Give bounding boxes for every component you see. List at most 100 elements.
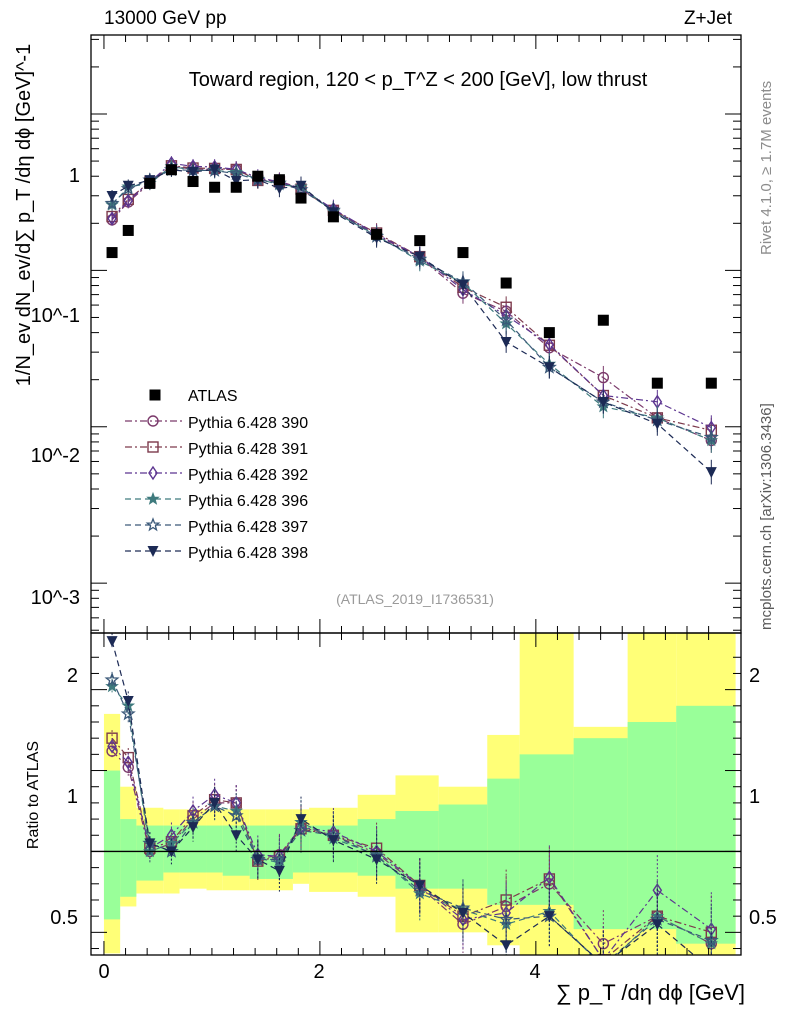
analysis-tag: (ATLAS_2019_I1736531) bbox=[336, 591, 494, 607]
axis-ticks bbox=[91, 35, 741, 955]
band-inner-18 bbox=[676, 705, 736, 944]
y-tick-label-1e-2: 10^-2 bbox=[31, 445, 80, 467]
main-point-398-16 bbox=[597, 397, 609, 409]
ratio-tick-label-0.5: 0.5 bbox=[50, 907, 78, 929]
main-point-398-12 bbox=[414, 251, 426, 263]
band-inner-14 bbox=[487, 778, 520, 905]
data-point-16 bbox=[597, 314, 609, 326]
legend-marker-397 bbox=[145, 517, 161, 532]
data-point-15 bbox=[543, 327, 555, 339]
ratio-point-398-6 bbox=[230, 830, 242, 842]
data-point-12 bbox=[414, 235, 426, 247]
main-point-398-14 bbox=[500, 336, 512, 348]
ratio-point-392-0 bbox=[107, 739, 117, 754]
header-collision-label: 13000 GeV pp bbox=[104, 8, 227, 29]
data-point-13 bbox=[457, 247, 469, 259]
ratio-tick-label-1: 1 bbox=[67, 786, 78, 808]
side-rivet-label: Rivet 4.1.0, ≥ 1.7M events bbox=[758, 80, 775, 255]
legend-marker-390 bbox=[147, 415, 159, 427]
data-point-0 bbox=[106, 247, 118, 259]
chart-title: Toward region, 120 < p_T^Z < 200 [GeV], … bbox=[189, 69, 648, 91]
y-tick-label-1: 1 bbox=[69, 165, 80, 187]
data-point-18 bbox=[705, 377, 717, 389]
main-point-390-16 bbox=[597, 371, 610, 384]
data-point-14 bbox=[500, 277, 512, 289]
ratio-point-397-16 bbox=[598, 959, 609, 970]
y-axis-label: 1/N_ev dN_ev/d∑ p_T /dη dϕ [GeV]^-1 bbox=[13, 44, 35, 386]
legend-marker-392 bbox=[148, 465, 158, 481]
ratio-point-398-7 bbox=[252, 854, 264, 866]
data-point-17 bbox=[651, 377, 663, 389]
ratio-point-396-16 bbox=[598, 962, 609, 973]
band-inner-0 bbox=[103, 770, 121, 920]
data-point-8 bbox=[273, 174, 285, 186]
data-point-5 bbox=[209, 181, 221, 193]
ratio-point-397-18 bbox=[703, 932, 719, 947]
main-point-398-1 bbox=[122, 180, 134, 192]
ratio-point-398-14 bbox=[500, 940, 512, 952]
main-point-398-5 bbox=[209, 164, 221, 176]
ratio-tick-label-2: 2 bbox=[67, 665, 78, 687]
band-inner-5 bbox=[206, 825, 223, 873]
ratio-point-398-4 bbox=[187, 822, 199, 834]
main-point-392-1 bbox=[123, 193, 134, 208]
main-point-398-4 bbox=[187, 167, 199, 179]
band-inner-1 bbox=[120, 819, 137, 897]
main-point-392-0 bbox=[107, 211, 117, 226]
ratio-point-397-14 bbox=[498, 911, 514, 926]
ratio-point-398-0 bbox=[106, 636, 118, 648]
ratio-point-398-15 bbox=[543, 911, 555, 923]
data-point-11 bbox=[371, 228, 383, 240]
data-point-7 bbox=[252, 170, 264, 182]
ratio-tick-label-2-right: 2 bbox=[749, 665, 760, 687]
main-point-398-18 bbox=[705, 467, 717, 479]
ratio-point-398-5 bbox=[209, 797, 221, 809]
ratio-point-398-1 bbox=[122, 695, 134, 707]
x-axis-label: ∑ p_T /dη dϕ [GeV] bbox=[556, 980, 745, 1005]
x-tick-label-0: 0 bbox=[98, 961, 109, 983]
panel-frames bbox=[90, 34, 742, 956]
legend-label-data: ATLAS bbox=[188, 388, 238, 405]
y-tick-label-1e-3: 10^-3 bbox=[31, 587, 80, 609]
y-tick-label-1e-1: 10^-1 bbox=[31, 305, 80, 327]
ratio-point-392-1 bbox=[123, 755, 134, 770]
ratio-point-398-12 bbox=[414, 880, 426, 892]
data-point-3 bbox=[165, 164, 177, 176]
data-point-6 bbox=[230, 181, 242, 193]
legend-label-397: Pythia 6.428 397 bbox=[188, 519, 308, 536]
data-point-1 bbox=[122, 224, 134, 236]
ratio-point-398-2 bbox=[144, 838, 156, 850]
main-point-398-8 bbox=[273, 183, 285, 195]
main-point-397-14 bbox=[498, 312, 514, 327]
data-point-9 bbox=[295, 192, 307, 204]
legend-marker-398 bbox=[147, 546, 159, 557]
main-panel-marks bbox=[104, 156, 719, 485]
main-point-398-0 bbox=[106, 190, 118, 202]
ratio-axis-label: Ratio to ATLAS bbox=[25, 741, 42, 849]
main-point-397-0 bbox=[104, 195, 120, 210]
main-point-398-6 bbox=[230, 175, 242, 187]
legend-label-392: Pythia 6.428 392 bbox=[188, 467, 308, 484]
main-point-398-17 bbox=[651, 418, 663, 430]
data-point-10 bbox=[327, 211, 339, 223]
legend-marker-396 bbox=[146, 491, 160, 505]
ratio-point-398-10 bbox=[327, 835, 339, 847]
legend-marker-391 bbox=[147, 441, 159, 453]
band-inner-16 bbox=[573, 738, 628, 930]
header-process-label: Z+Jet bbox=[683, 8, 732, 29]
ratio-point-398-8 bbox=[273, 865, 285, 877]
data-point-2 bbox=[144, 177, 156, 189]
band-inner-17 bbox=[627, 721, 677, 930]
ratio-point-397-1 bbox=[120, 705, 136, 721]
ratio-tick-label-1-right: 1 bbox=[749, 786, 760, 808]
ratio-point-398-11 bbox=[371, 854, 383, 866]
ratio-point-397-0 bbox=[104, 671, 120, 687]
ratio-point-391-16 bbox=[597, 954, 610, 955]
main-point-398-9 bbox=[295, 180, 307, 192]
band-inner-13 bbox=[438, 804, 488, 889]
ratio-panel-frame bbox=[90, 632, 742, 956]
legend-label-396: Pythia 6.428 396 bbox=[188, 493, 308, 510]
ratio-panel-marks bbox=[91, 633, 741, 973]
ratio-point-397-12 bbox=[412, 882, 428, 897]
